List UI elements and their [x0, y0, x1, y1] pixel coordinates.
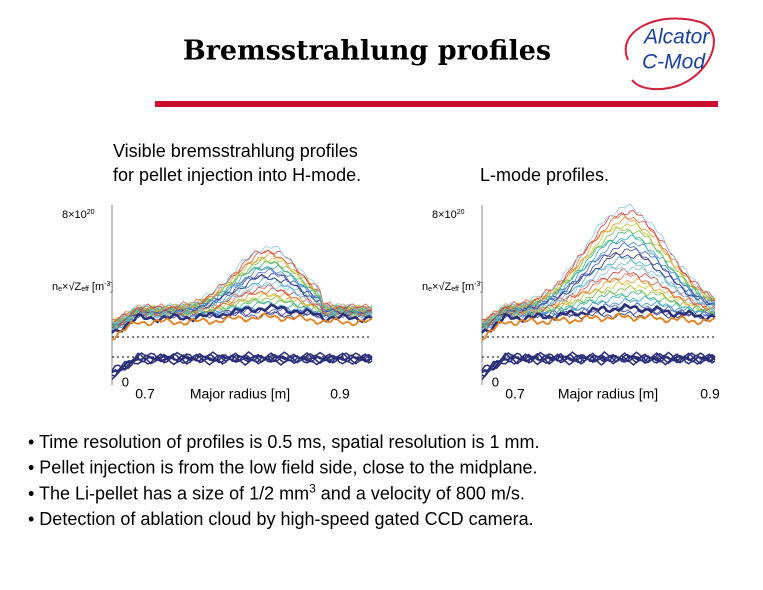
- bullet-item: • Detection of ablation cloud by high-sp…: [28, 509, 534, 529]
- logo-line1: Alcator: [642, 26, 710, 49]
- text-part: 8×10: [432, 209, 457, 221]
- x-axis-label: Major radius [m]: [558, 386, 658, 402]
- text-part: • Detection of ablation cloud by high-sp…: [28, 509, 534, 529]
- profile-curve: [111, 249, 373, 321]
- text-part: • The Li-pellet has a size of 1/2 mm: [28, 483, 309, 503]
- text-part: 20: [87, 209, 95, 216]
- text-part: 20: [457, 209, 465, 216]
- profile-curve: [481, 357, 716, 380]
- bullet-item: • The Li-pellet has a size of 1/2 mm3 an…: [28, 482, 525, 503]
- text-part: n: [52, 281, 58, 293]
- text-part: e: [58, 286, 62, 293]
- logo-swoosh: [624, 17, 715, 91]
- profile-curve: [481, 216, 716, 324]
- text-part: eff: [451, 286, 459, 293]
- caption-left: for pellet injection into H-mode.: [113, 165, 361, 185]
- profile-curve: [481, 203, 716, 324]
- text-part: n: [422, 281, 428, 293]
- text-part: -3: [104, 281, 110, 288]
- text-part: 3: [309, 482, 316, 496]
- profile-curve: [111, 357, 373, 381]
- caption-left: Visible bremsstrahlung profiles: [113, 141, 358, 161]
- profile-curve: [481, 241, 716, 326]
- profile-curve: [111, 258, 373, 328]
- profile-curve: [481, 312, 716, 342]
- y-tick-label: 0: [492, 374, 499, 389]
- text-part: e: [428, 286, 432, 293]
- x-tick-label: 0.9: [330, 386, 350, 402]
- bullet-item: • Pellet injection is from the low field…: [28, 457, 538, 477]
- profile-curve: [111, 245, 373, 324]
- x-tick-label: 0.7: [135, 386, 155, 402]
- text-part: [m: [459, 281, 474, 293]
- profile-curve: [481, 247, 716, 325]
- profile-curve: [111, 312, 373, 342]
- text-part: ×√Z: [62, 281, 81, 293]
- text-part: -3: [474, 281, 480, 288]
- y-tick-label: 8×1020: [432, 209, 465, 221]
- y-axis-label: ne×√Zeff [m-3]: [52, 281, 113, 293]
- text-part: • Time resolution of profiles is 0.5 ms,…: [28, 432, 540, 452]
- title-rule: [155, 101, 718, 107]
- y-tick-label: 8×1020: [62, 209, 95, 221]
- profile-curve: [111, 355, 373, 378]
- x-tick-label: 0.9: [700, 386, 720, 402]
- bullet-item: • Time resolution of profiles is 0.5 ms,…: [28, 432, 540, 452]
- text-part: [m: [89, 281, 104, 293]
- text-part: 8×10: [62, 209, 87, 221]
- caption-right: L-mode profiles.: [480, 165, 609, 185]
- y-axis-label: ne×√Zeff [m-3]: [422, 281, 483, 293]
- profile-curve: [481, 268, 716, 329]
- logo-line2: C-Mod: [642, 51, 706, 74]
- text-part: eff: [81, 286, 89, 293]
- text-part: ×√Z: [432, 281, 451, 293]
- profile-curve: [481, 298, 716, 330]
- text-part: • Pellet injection is from the low field…: [28, 457, 538, 477]
- slide-title: Bremsstrahlung profiles: [183, 36, 551, 67]
- text-part: and a velocity of 800 m/s.: [316, 483, 525, 503]
- x-tick-label: 0.7: [505, 386, 525, 402]
- profile-curve: [481, 230, 716, 327]
- profile-curve: [481, 355, 716, 378]
- y-tick-label: 0: [122, 374, 129, 389]
- x-axis-label: Major radius [m]: [190, 386, 290, 402]
